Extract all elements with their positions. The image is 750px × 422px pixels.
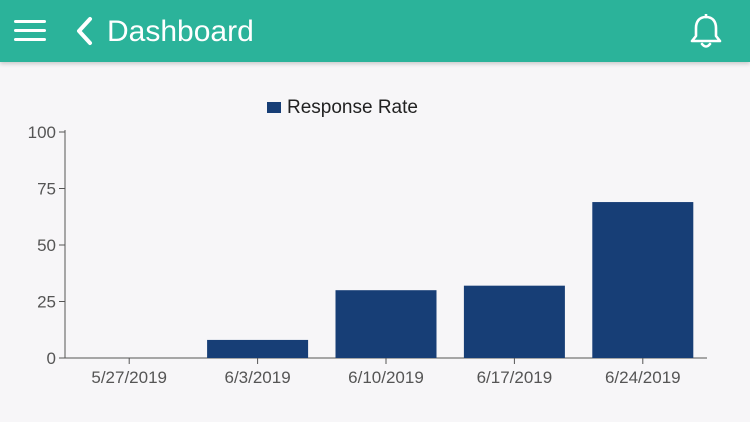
y-axis-ticks: 0 25 50 75 100 xyxy=(28,123,65,368)
legend-label: Response Rate xyxy=(287,97,418,118)
legend-swatch xyxy=(267,102,281,113)
bar xyxy=(592,202,694,358)
x-tick-label: 6/17/2019 xyxy=(477,368,553,387)
chevron-left-icon xyxy=(77,17,92,45)
bar xyxy=(463,285,565,358)
app-header: Dashboard xyxy=(0,0,750,62)
bars xyxy=(207,202,694,358)
y-tick-label: 25 xyxy=(37,293,56,312)
response-rate-chart: Response Rate 0 25 50 75 100 5/27/2019 6/3/20… xyxy=(28,97,707,387)
bar xyxy=(207,339,309,358)
x-tick-label: 6/10/2019 xyxy=(348,368,424,387)
y-tick-label: 0 xyxy=(47,349,56,368)
hamburger-menu-icon[interactable] xyxy=(14,18,46,44)
y-tick-label: 75 xyxy=(37,180,56,199)
y-tick-label: 50 xyxy=(37,236,56,255)
chart-legend: Response Rate xyxy=(267,97,418,118)
bell-icon xyxy=(690,13,722,48)
x-tick-label: 5/27/2019 xyxy=(91,368,167,387)
page-title: Dashboard xyxy=(107,15,254,48)
x-axis-ticks: 5/27/2019 6/3/2019 6/10/2019 6/17/2019 6/24/… xyxy=(91,358,681,387)
notifications-button[interactable] xyxy=(689,13,723,50)
x-tick-label: 6/24/2019 xyxy=(605,368,681,387)
x-tick-label: 6/3/2019 xyxy=(225,368,291,387)
bar xyxy=(335,290,437,358)
back-button[interactable] xyxy=(74,16,94,46)
y-tick-label: 100 xyxy=(28,123,56,142)
